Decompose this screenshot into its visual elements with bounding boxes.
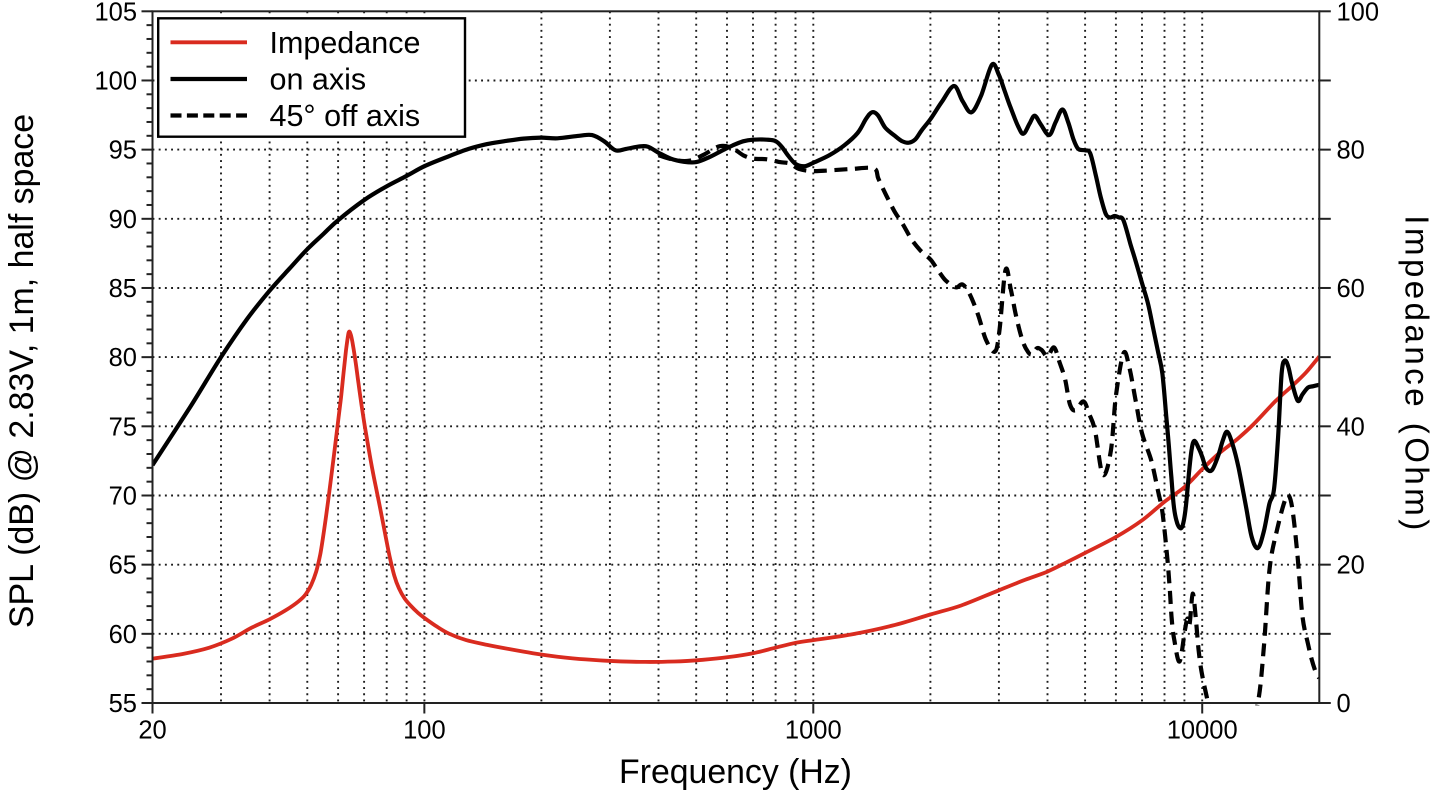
svg-text:Impedance: Impedance bbox=[270, 26, 421, 60]
svg-text:100: 100 bbox=[1337, 0, 1380, 26]
svg-text:80: 80 bbox=[1337, 137, 1365, 165]
svg-text:10000: 10000 bbox=[1167, 717, 1238, 745]
svg-text:95: 95 bbox=[109, 137, 137, 165]
svg-text:1000: 1000 bbox=[785, 717, 842, 745]
svg-text:90: 90 bbox=[109, 206, 137, 234]
svg-text:40: 40 bbox=[1337, 413, 1365, 441]
svg-text:20: 20 bbox=[1337, 552, 1365, 580]
svg-text:105: 105 bbox=[94, 0, 137, 26]
svg-text:70: 70 bbox=[109, 483, 137, 511]
svg-text:45° off axis: 45° off axis bbox=[270, 99, 421, 133]
svg-text:20: 20 bbox=[138, 717, 166, 745]
svg-text:65: 65 bbox=[109, 552, 137, 580]
svg-text:60: 60 bbox=[109, 621, 137, 649]
svg-text:Frequency (Hz): Frequency (Hz) bbox=[619, 753, 852, 791]
svg-text:60: 60 bbox=[1337, 275, 1365, 303]
svg-text:100: 100 bbox=[94, 68, 137, 96]
svg-text:Impedance (Ohm): Impedance (Ohm) bbox=[1399, 215, 1432, 533]
svg-text:0: 0 bbox=[1337, 690, 1351, 718]
svg-text:75: 75 bbox=[109, 413, 137, 441]
svg-text:on axis: on axis bbox=[270, 63, 367, 97]
svg-text:80: 80 bbox=[109, 344, 137, 372]
svg-text:55: 55 bbox=[109, 690, 137, 718]
svg-text:100: 100 bbox=[403, 717, 446, 745]
svg-text:85: 85 bbox=[109, 275, 137, 303]
svg-text:SPL (dB) @ 2.83V, 1m, half spa: SPL (dB) @ 2.83V, 1m, half space bbox=[3, 114, 41, 628]
